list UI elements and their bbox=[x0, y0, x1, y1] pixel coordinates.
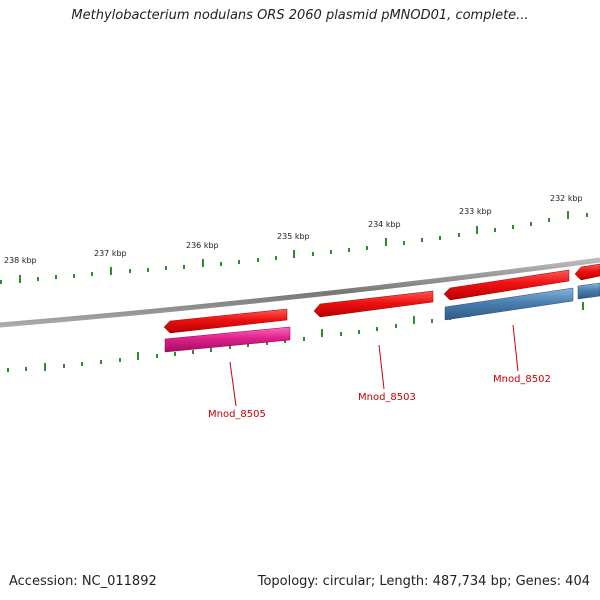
scale-label-233: 233 kbp bbox=[459, 207, 492, 216]
gene-label-mnod-8502: Mnod_8502 bbox=[493, 374, 551, 385]
scale-label-234: 234 kbp bbox=[368, 220, 401, 229]
gene-block-upper-1[interactable] bbox=[163, 308, 288, 334]
gene-block-upper-3[interactable] bbox=[443, 269, 570, 301]
scale-label-235: 235 kbp bbox=[277, 232, 310, 241]
gene-block-upper-4[interactable] bbox=[574, 263, 600, 281]
accession-text: Accession: NC_011892 bbox=[9, 574, 157, 589]
gene-block-lower-pink[interactable] bbox=[164, 326, 291, 353]
gene-block-lower-blue-1[interactable] bbox=[444, 287, 574, 321]
outer-tick-ring bbox=[0, 211, 588, 284]
leader-line-mnod-8502 bbox=[512, 324, 519, 372]
gene-label-mnod-8503: Mnod_8503 bbox=[358, 392, 416, 403]
scale-label-232: 232 kbp bbox=[550, 194, 583, 203]
scale-label-236: 236 kbp bbox=[186, 241, 219, 250]
map-title: Methylobacterium nodulans ORS 2060 plasm… bbox=[71, 8, 529, 23]
topology-summary-text: Topology: circular; Length: 487,734 bp; … bbox=[257, 574, 590, 589]
leader-line-mnod-8503 bbox=[378, 344, 385, 390]
gene-block-upper-2[interactable] bbox=[313, 290, 434, 318]
scale-label-237: 237 kbp bbox=[94, 249, 127, 258]
gene-label-mnod-8505: Mnod_8505 bbox=[208, 409, 266, 420]
plasmid-backbone bbox=[0, 257, 600, 328]
scale-label-238: 238 kbp bbox=[4, 256, 37, 265]
gene-block-lower-blue-2[interactable] bbox=[577, 282, 600, 300]
leader-line-mnod-8505 bbox=[229, 361, 237, 407]
